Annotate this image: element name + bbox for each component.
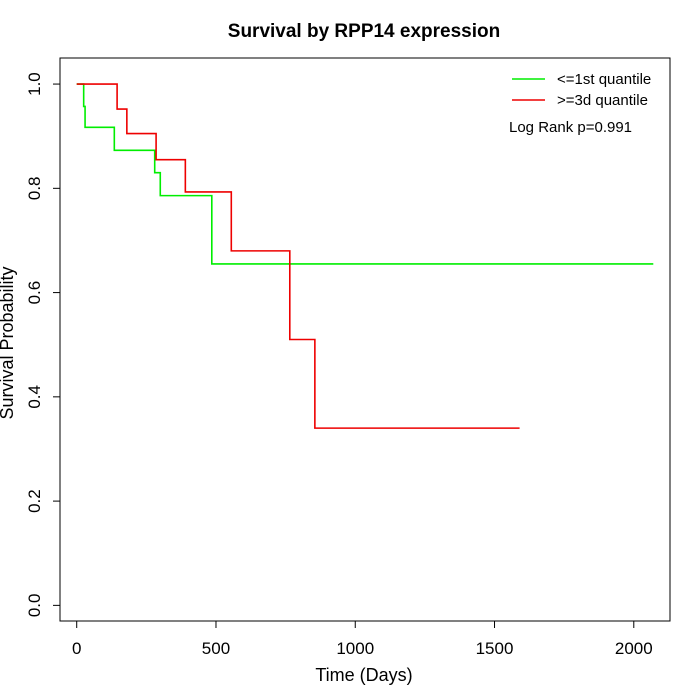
x-tick-label: 0 [72,639,81,658]
x-tick-label: 2000 [615,639,653,658]
y-tick-label: 0.8 [25,177,44,201]
survival-curve-high [76,83,520,429]
x-tick-label: 500 [202,639,230,658]
x-axis-label: Time (Days) [315,665,412,685]
log-rank-annotation: Log Rank p=0.991 [509,119,632,136]
plot-frame [59,57,671,622]
x-tick-label: 1000 [336,639,374,658]
y-tick-label: 0.2 [25,489,44,513]
survival-curve-low [76,83,654,265]
legend: <=1st quantile >=3d quantile [512,71,651,109]
chart-title: Survival by RPP14 expression [228,21,500,42]
legend-label: >=3d quantile [557,92,648,109]
y-tick-label: 0.0 [25,594,44,618]
y-axis-label: Survival Probability [0,266,17,419]
x-tick-label: 1500 [476,639,514,658]
y-tick-label: 1.0 [25,72,44,96]
y-axis: 0.0 0.2 0.4 0.6 0.8 1.0 [25,72,61,618]
series-layer [76,83,654,429]
y-tick-label: 0.6 [25,281,44,305]
legend-label: <=1st quantile [557,71,651,88]
x-axis: 0 500 1000 1500 2000 [72,620,653,658]
y-tick-label: 0.4 [25,385,44,409]
